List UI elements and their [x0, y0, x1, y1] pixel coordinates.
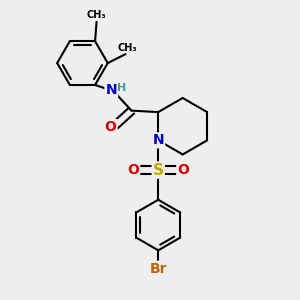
Text: S: S: [153, 163, 164, 178]
Text: N: N: [106, 83, 117, 97]
Text: N: N: [152, 133, 164, 147]
Text: CH₃: CH₃: [87, 10, 106, 20]
Text: O: O: [105, 120, 117, 134]
Text: O: O: [177, 163, 189, 177]
Text: Br: Br: [149, 262, 167, 276]
Text: CH₃: CH₃: [117, 43, 137, 52]
Text: O: O: [127, 163, 139, 177]
Text: H: H: [117, 83, 127, 93]
